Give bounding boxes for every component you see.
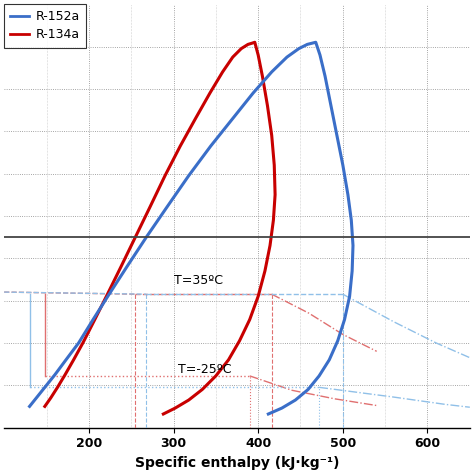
Text: T=35ºC: T=35ºC — [173, 273, 222, 287]
Text: T=-25ºC: T=-25ºC — [178, 363, 231, 375]
Legend: R-152a, R-134a: R-152a, R-134a — [4, 4, 86, 48]
X-axis label: Specific enthalpy (kJ·kg⁻¹): Specific enthalpy (kJ·kg⁻¹) — [135, 456, 339, 470]
